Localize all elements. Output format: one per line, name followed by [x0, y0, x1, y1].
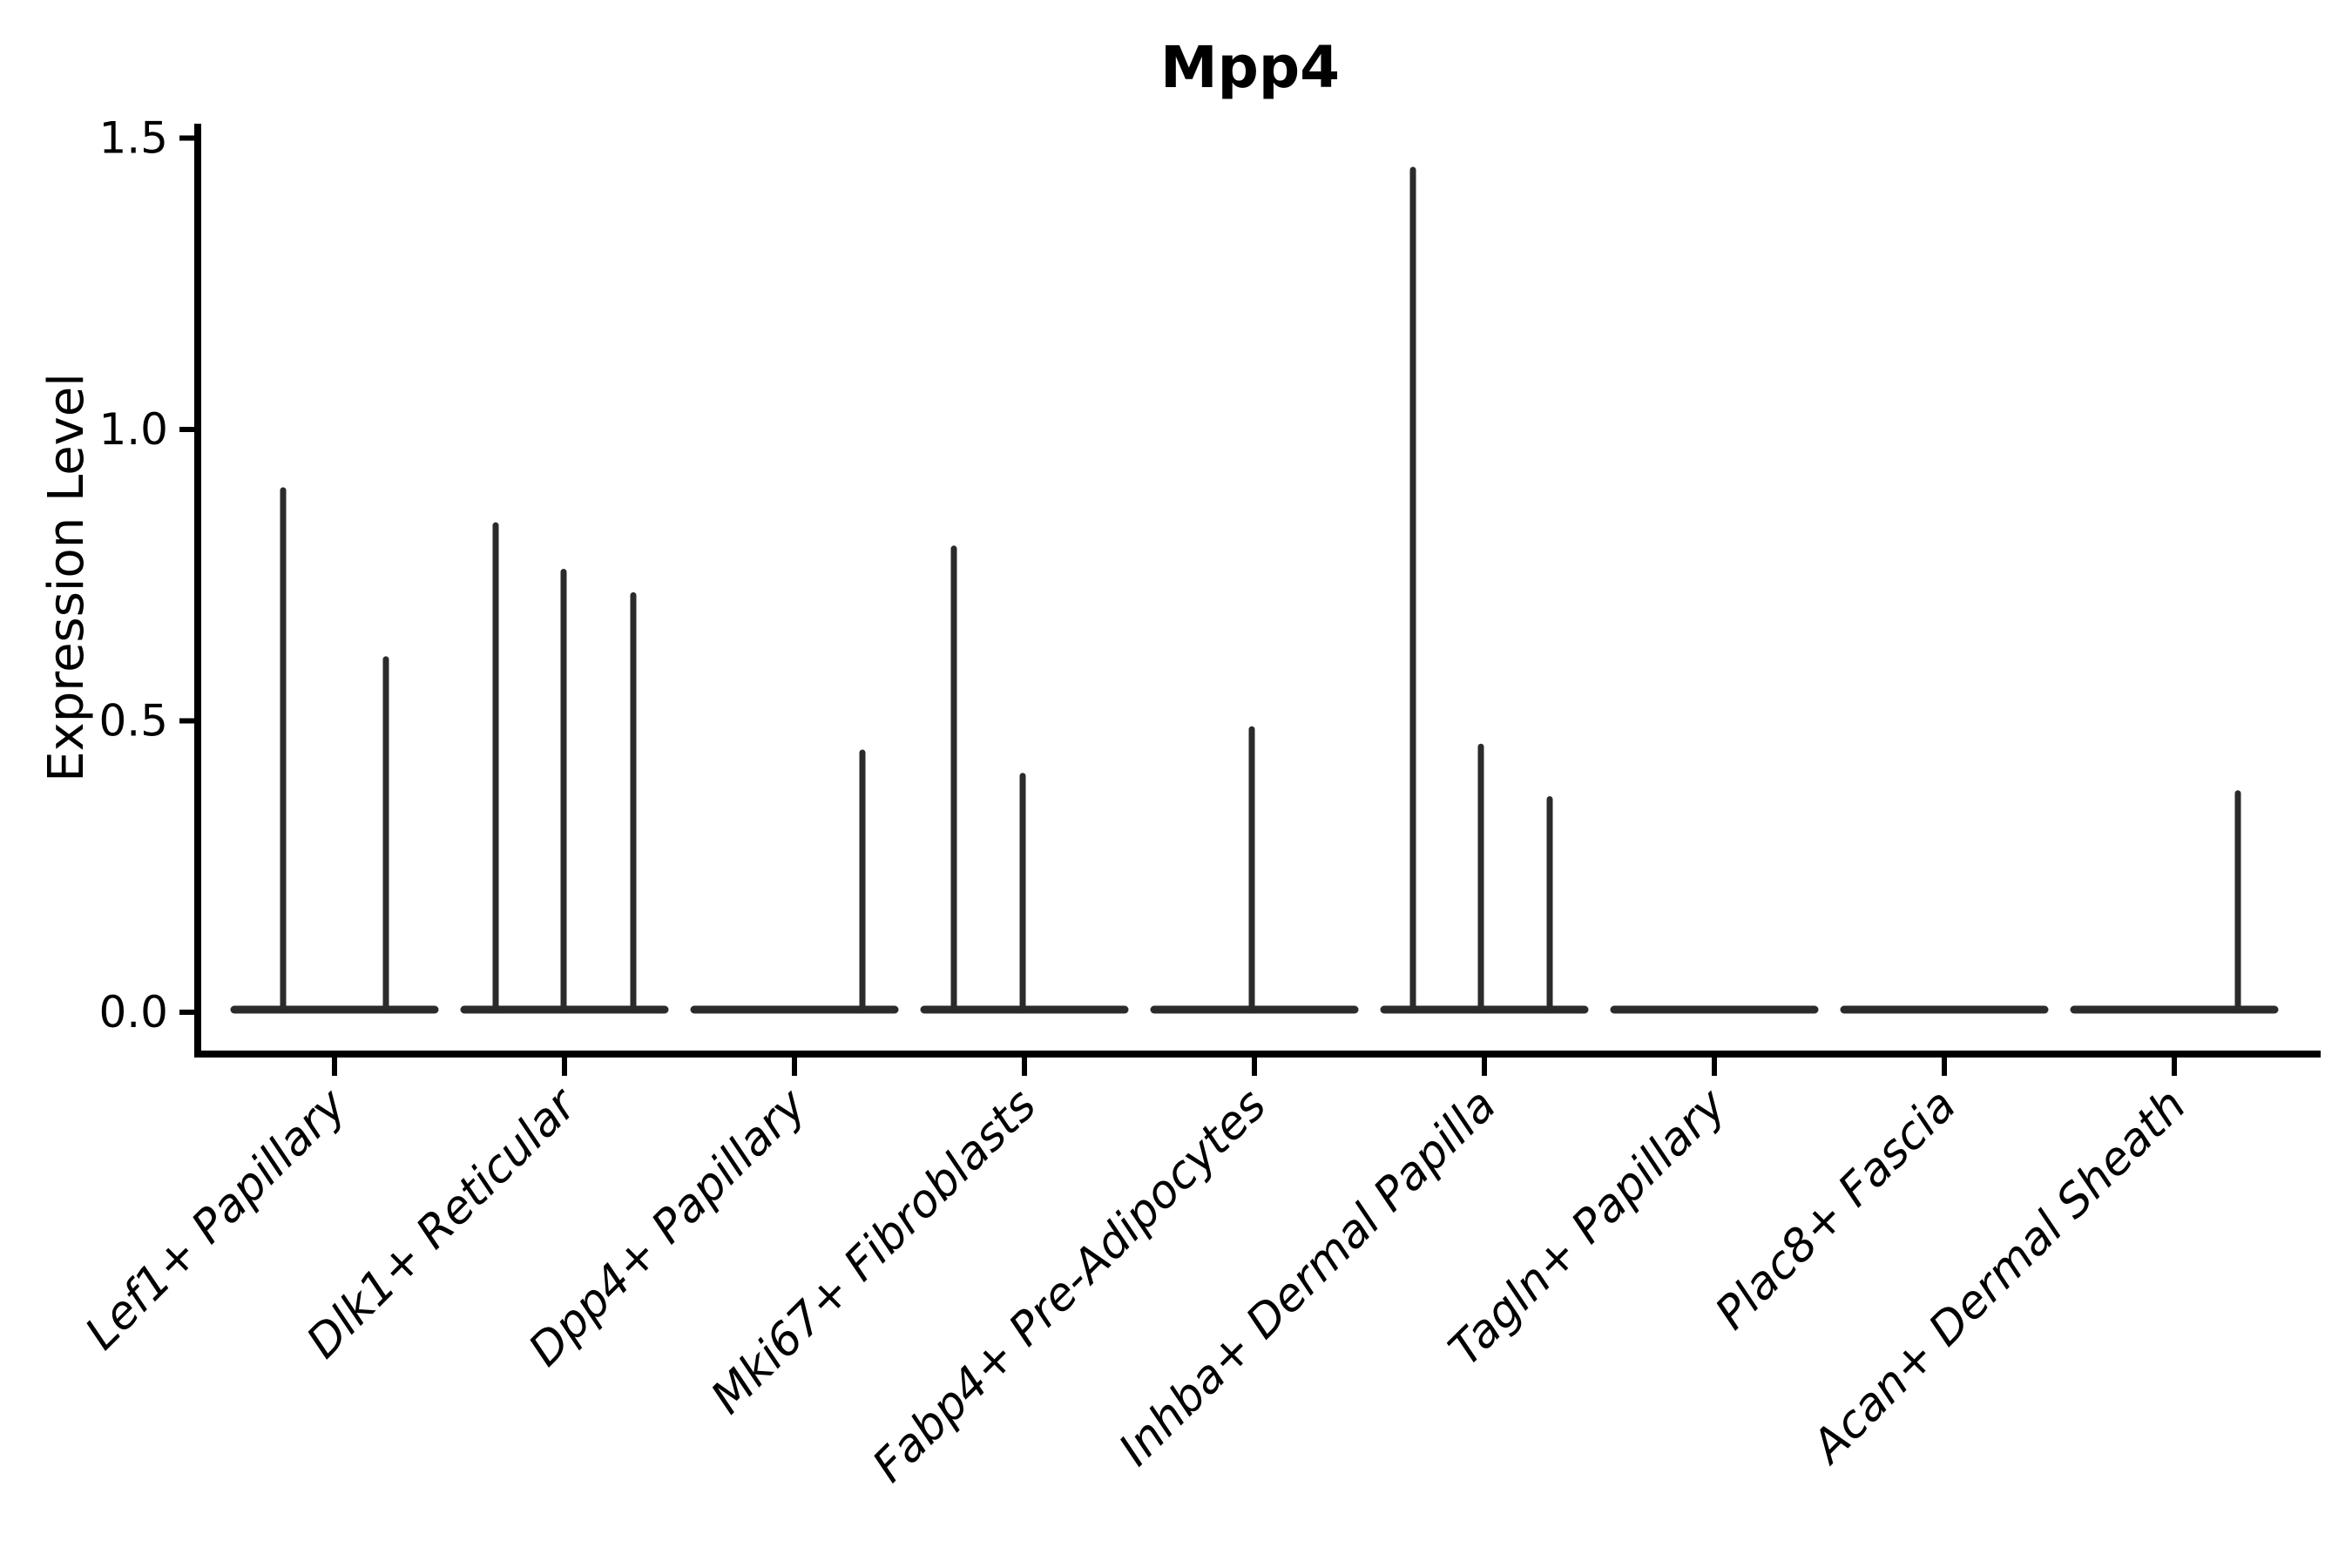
x-tick-label: Inhba+ Dermal Papilla	[1109, 1079, 1506, 1477]
x-tick-label: Fabp4+ Pre-Adipocytes	[863, 1079, 1277, 1493]
y-axis-label: Expression Level	[38, 373, 95, 782]
x-tick-label: Plac8+ Fascia	[1706, 1079, 1966, 1340]
axes-layer	[179, 124, 2321, 1076]
y-tick-label: 0.5	[98, 696, 168, 747]
chart-title: Mpp4	[1160, 34, 1340, 101]
y-tick-label: 0.0	[98, 987, 168, 1037]
y-tick-label: 1.0	[98, 404, 168, 455]
violins-layer	[230, 166, 2279, 1014]
y-tick-label: 1.5	[98, 113, 168, 164]
x-tick-label: Acan+ Dermal Sheath	[1801, 1079, 2196, 1475]
